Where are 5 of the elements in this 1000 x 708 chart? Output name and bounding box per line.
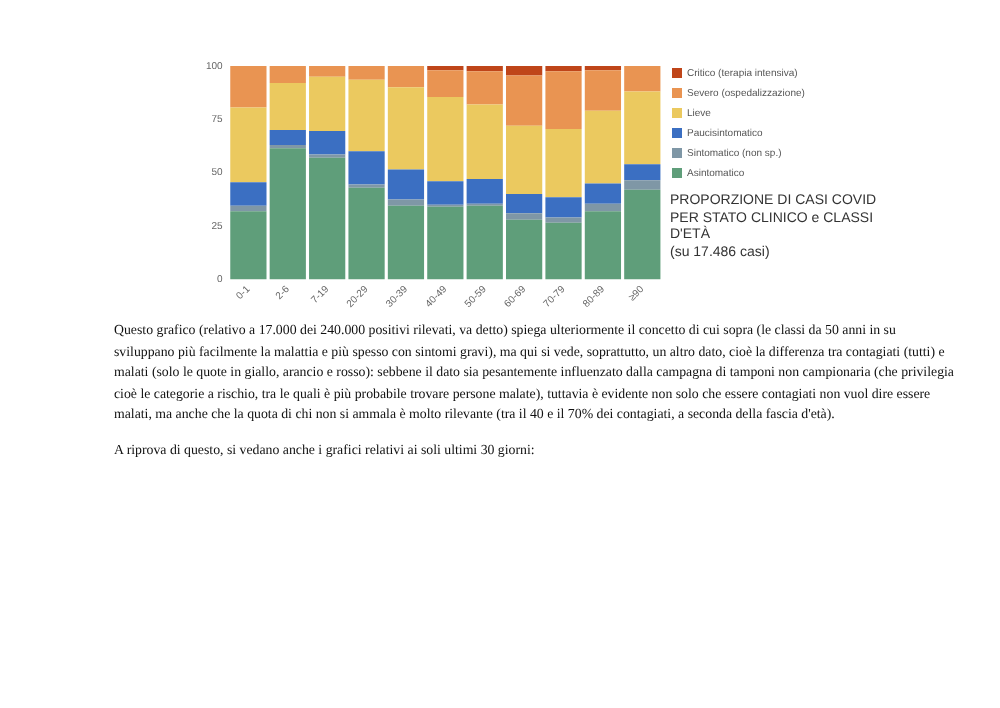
bar — [624, 164, 661, 181]
bar — [230, 205, 267, 212]
bar — [584, 203, 622, 212]
bar — [230, 182, 267, 206]
bar — [624, 180, 661, 190]
